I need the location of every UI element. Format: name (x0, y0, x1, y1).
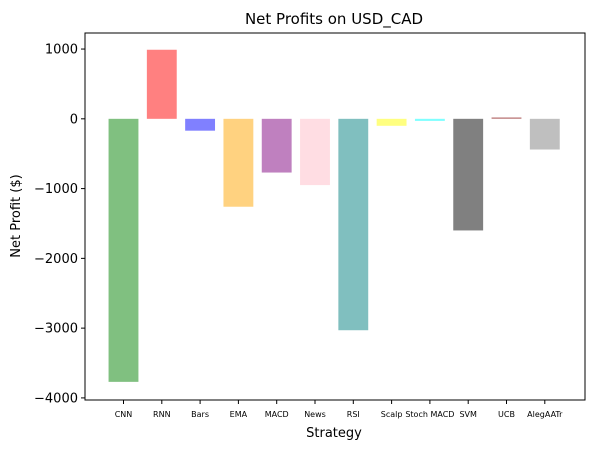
bar-stoch-macd (414, 118, 445, 121)
x-tick-label: SVM (459, 410, 477, 419)
x-tick-label: RNN (153, 410, 171, 419)
bar-news (300, 118, 330, 186)
x-tick-label: News (304, 410, 326, 419)
bars-group (108, 49, 560, 382)
y-tick-label: 1000 (45, 43, 78, 58)
x-tick-label: Bars (191, 410, 209, 419)
bar-ucb (491, 117, 522, 119)
bar-alegaatr (529, 118, 560, 150)
x-axis-label: Strategy (306, 426, 362, 441)
plot-frame (84, 32, 586, 401)
x-axis: CNN RNN Bars EMA MACD News RSI Scalp Stoch MACD S… (115, 400, 563, 419)
bar-cnn (108, 118, 139, 382)
bar-bars (185, 118, 216, 131)
y-axis: −4000 −3000 −2000 −1000 0 1000 (34, 43, 85, 406)
bar-rsi (338, 118, 369, 331)
x-tick-label: UCB (498, 410, 515, 419)
bar-svm (453, 118, 484, 231)
x-tick-label: Scalp (381, 410, 403, 419)
chart-title: Net Profits on USD_CAD (245, 10, 423, 29)
y-tick-label: −3000 (34, 322, 78, 337)
y-tick-label: −1000 (34, 182, 78, 197)
y-tick-label: 0 (70, 112, 78, 127)
bar-macd (261, 118, 292, 173)
y-axis-label: Net Profit ($) (9, 174, 24, 257)
y-tick-label: −4000 (34, 391, 78, 406)
bar-ema (223, 118, 254, 207)
x-tick-label: EMA (230, 410, 248, 419)
x-tick-label: AlegAATr (527, 410, 563, 419)
x-tick-label: MACD (265, 410, 289, 419)
y-tick-label: −2000 (34, 252, 78, 267)
bar-rnn (146, 49, 177, 119)
x-tick-label: CNN (115, 410, 133, 419)
bar-scalp (376, 118, 407, 126)
x-tick-label: RSI (347, 410, 360, 419)
x-tick-label: Stoch MACD (405, 410, 454, 419)
